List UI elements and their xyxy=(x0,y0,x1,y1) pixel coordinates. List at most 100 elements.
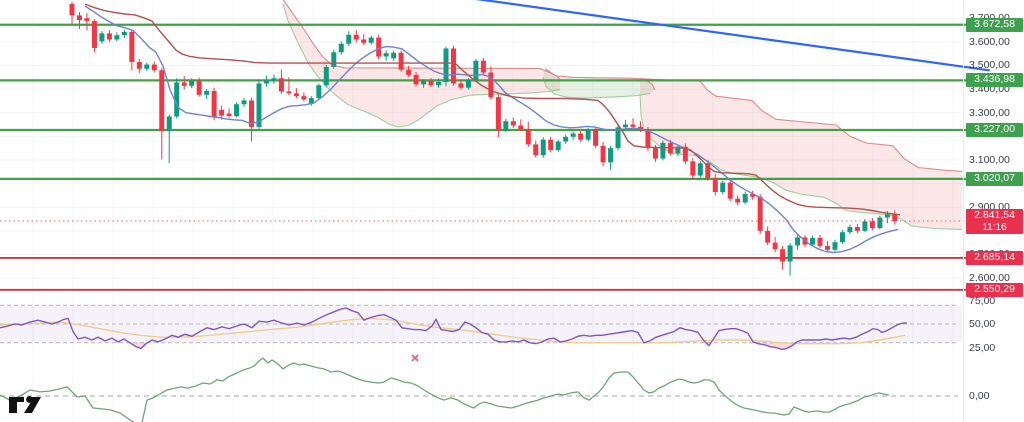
candle-body xyxy=(331,52,337,67)
senkou-b-line xyxy=(639,78,963,172)
candle-body xyxy=(593,129,599,146)
candle-body xyxy=(286,91,292,94)
candle-body xyxy=(249,100,255,127)
candle-body xyxy=(847,227,853,233)
candle-body xyxy=(645,130,651,149)
candle-body xyxy=(121,31,127,36)
pink-marker xyxy=(411,354,419,362)
candle-body xyxy=(204,90,210,95)
kijun-line xyxy=(84,3,901,216)
tenkan-line xyxy=(84,5,899,254)
tradingview-logo[interactable] xyxy=(8,395,54,415)
candle-body xyxy=(174,82,180,117)
candle-body xyxy=(129,31,135,62)
candle-body xyxy=(361,39,367,43)
candle-body xyxy=(196,80,202,95)
candle-body xyxy=(278,78,284,92)
candle-body xyxy=(839,232,845,243)
candle-body xyxy=(862,221,868,231)
candle-body xyxy=(376,37,382,57)
candle-body xyxy=(301,96,307,100)
candle-body xyxy=(525,129,531,145)
trendline[interactable] xyxy=(455,0,991,72)
candle-body xyxy=(84,18,90,22)
candle-body xyxy=(263,80,269,84)
candle-body xyxy=(690,161,696,176)
candle-body xyxy=(810,237,816,245)
candle-body xyxy=(398,52,404,70)
candle-body xyxy=(428,81,434,86)
candle-body xyxy=(443,48,449,83)
ichimoku-cloud xyxy=(283,0,560,127)
ichimoku-cloud xyxy=(543,68,655,99)
candle-body xyxy=(757,196,763,231)
candle-body xyxy=(189,80,195,86)
candle-body xyxy=(465,79,471,88)
candle-body xyxy=(219,109,225,116)
candle-body xyxy=(271,78,277,81)
candle-body xyxy=(742,193,748,203)
candle-body xyxy=(727,182,733,199)
candle-body xyxy=(585,129,591,140)
candle-body xyxy=(406,69,412,75)
candle-body xyxy=(383,53,389,57)
candle-body xyxy=(76,15,82,21)
candle-body xyxy=(510,121,516,126)
candle-body xyxy=(106,33,112,40)
candle-body xyxy=(630,124,636,127)
candle-body xyxy=(854,227,860,231)
candle-body xyxy=(563,136,569,142)
candle-body xyxy=(473,60,479,80)
candle-body xyxy=(555,141,561,151)
candle-body xyxy=(323,66,329,86)
candle-body xyxy=(518,125,524,130)
candle-body xyxy=(697,163,703,176)
candle-body xyxy=(353,34,359,40)
senkou-b-line xyxy=(544,68,656,90)
candle-body xyxy=(705,163,711,178)
candle-body xyxy=(712,177,718,193)
candle-body xyxy=(450,48,456,84)
candle-body xyxy=(877,217,883,228)
candle-body xyxy=(615,127,621,149)
candle-body xyxy=(226,113,232,117)
candle-body xyxy=(795,237,801,246)
candle-body xyxy=(623,124,629,128)
rsi-band xyxy=(0,305,962,343)
candle-body xyxy=(533,144,539,156)
candle-body xyxy=(436,82,442,86)
candle-body xyxy=(892,214,898,222)
candle-body xyxy=(608,148,614,163)
candle-body xyxy=(159,70,165,132)
candle-body xyxy=(787,245,793,262)
candle-body xyxy=(503,121,509,131)
candle-body xyxy=(652,148,658,159)
candle-body xyxy=(114,35,120,40)
senkou-a-line xyxy=(542,77,651,99)
candle-body xyxy=(720,182,726,193)
candle-body xyxy=(151,64,157,71)
candle-body xyxy=(346,34,352,44)
candle-body xyxy=(368,37,374,43)
candle-body xyxy=(488,72,494,98)
candle-body xyxy=(675,146,681,154)
candle-body xyxy=(817,237,823,246)
rsi-ma-line xyxy=(0,317,906,345)
candle-body xyxy=(735,198,741,203)
candle-body xyxy=(750,193,756,197)
candle-body xyxy=(99,33,105,42)
candle-body xyxy=(772,242,778,250)
rsi-line xyxy=(0,307,907,351)
candle-body xyxy=(241,100,247,105)
candle-body xyxy=(824,245,830,250)
oscillator-line xyxy=(0,357,890,422)
candle-body xyxy=(480,60,486,73)
candle-body xyxy=(780,249,786,262)
candle-body xyxy=(548,139,554,151)
candle-body xyxy=(293,93,299,97)
candle-body xyxy=(91,21,97,49)
candle-body xyxy=(765,230,771,243)
candle-body xyxy=(234,104,240,117)
